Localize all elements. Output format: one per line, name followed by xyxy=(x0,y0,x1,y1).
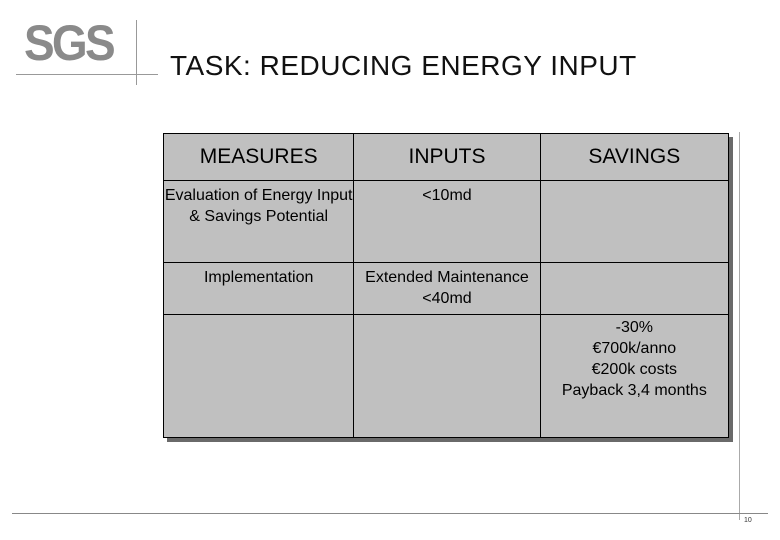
right-divider-line xyxy=(739,132,740,520)
cell-measure-evaluation: Evaluation of Energy Input & Savings Pot… xyxy=(162,180,355,263)
table-row: Evaluation of Energy Input & Savings Pot… xyxy=(162,180,730,263)
header-savings: SAVINGS xyxy=(539,133,730,181)
table-row: Implementation Extended Maintenance <40m… xyxy=(162,262,730,315)
table-row: -30% €700k/anno €200k costs Payback 3,4 … xyxy=(162,314,730,438)
cell-measure-implementation: Implementation xyxy=(162,262,355,315)
page-number: 10 xyxy=(744,517,752,524)
measures-table: MEASURES INPUTS SAVINGS Evaluation of En… xyxy=(162,133,730,438)
header-inputs: INPUTS xyxy=(353,133,541,181)
cell-measure-result xyxy=(162,314,355,438)
slide-title: TASK: REDUCING ENERGY INPUT xyxy=(170,50,637,81)
header-measures: MEASURES xyxy=(162,133,355,181)
cell-input-evaluation: <10md xyxy=(353,180,541,263)
cell-input-result xyxy=(353,314,541,438)
cell-saving-result: -30% €700k/anno €200k costs Payback 3,4 … xyxy=(539,314,730,438)
footer-line xyxy=(12,513,768,514)
cell-input-implementation: Extended Maintenance <40md xyxy=(353,262,541,315)
table-header-row: MEASURES INPUTS SAVINGS xyxy=(162,133,730,181)
logo-divider xyxy=(136,20,137,85)
cell-saving-evaluation xyxy=(539,180,730,263)
logo-underline xyxy=(16,74,158,75)
cell-saving-implementation xyxy=(539,262,730,315)
logo-text: SGS xyxy=(24,15,116,71)
